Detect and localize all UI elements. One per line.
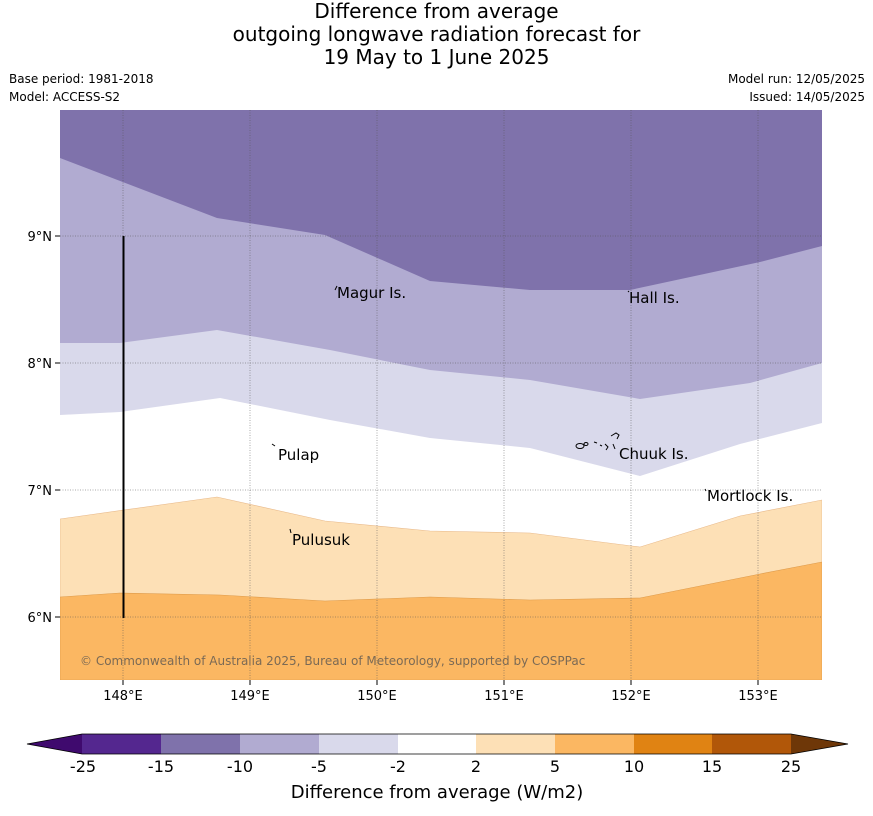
colorbar-segment xyxy=(240,734,319,754)
colorbar-segment xyxy=(476,734,555,754)
lat-tick-9n: 9°N xyxy=(28,230,53,245)
colorbar-segment xyxy=(161,734,240,754)
place-label-pulap: Pulap xyxy=(278,446,319,464)
lat-tick-6n: 6°N xyxy=(28,611,53,626)
colorbar-extend-low xyxy=(27,734,82,754)
colorbar-tick: -15 xyxy=(148,757,174,776)
lon-tick-151e: 151°E xyxy=(484,689,524,704)
anomaly-map xyxy=(60,110,822,680)
place-label-pulusuk: Pulusuk xyxy=(292,531,350,549)
place-label-chuuk: Chuuk Is. xyxy=(619,445,688,463)
colorbar-segment xyxy=(319,734,398,754)
colorbar-segment xyxy=(82,734,161,754)
colorbar-tick: 15 xyxy=(702,757,722,776)
colorbar: -25 -15 -10 -5 -2 2 5 10 15 25 Differenc… xyxy=(27,734,848,803)
lon-tick-marks xyxy=(123,680,758,685)
place-label-hall: Hall Is. xyxy=(629,289,680,307)
colorbar-tick: 25 xyxy=(781,757,801,776)
lon-tick-152e: 152°E xyxy=(611,689,651,704)
lat-tick-8n: 8°N xyxy=(28,357,53,372)
lat-tick-7n: 7°N xyxy=(28,484,53,499)
lat-tick-marks xyxy=(55,236,60,617)
lon-tick-149e: 149°E xyxy=(230,689,270,704)
colorbar-segment xyxy=(712,734,791,754)
lat-tick-labels: 9°N 8°N 7°N 6°N xyxy=(28,230,53,626)
colorbar-tick: -5 xyxy=(311,757,327,776)
lon-tick-150e: 150°E xyxy=(357,689,397,704)
place-label-mortlock: Mortlock Is. xyxy=(707,487,793,505)
map-figure: Magur Is. Hall Is. Pulap Chuuk Is. Mortl… xyxy=(0,0,873,816)
colorbar-tick: -10 xyxy=(227,757,253,776)
colorbar-label: Difference from average (W/m2) xyxy=(291,782,583,803)
lon-tick-148e: 148°E xyxy=(103,689,143,704)
colorbar-tick: 2 xyxy=(471,757,481,776)
colorbar-tick: -25 xyxy=(70,757,96,776)
colorbar-tick: -2 xyxy=(390,757,406,776)
colorbar-tick-labels: -25 -15 -10 -5 -2 2 5 10 15 25 xyxy=(70,757,801,776)
colorbar-segment xyxy=(398,734,476,754)
colorbar-segment xyxy=(555,734,634,754)
colorbar-segment xyxy=(634,734,712,754)
colorbar-tick: 10 xyxy=(624,757,644,776)
copyright-text: © Commonwealth of Australia 2025, Bureau… xyxy=(80,654,585,668)
colorbar-tick: 5 xyxy=(550,757,560,776)
colorbar-extend-high xyxy=(791,734,848,754)
place-label-magur: Magur Is. xyxy=(337,284,406,302)
lon-tick-153e: 153°E xyxy=(738,689,778,704)
lon-tick-labels: 148°E 149°E 150°E 151°E 152°E 153°E xyxy=(103,689,778,704)
